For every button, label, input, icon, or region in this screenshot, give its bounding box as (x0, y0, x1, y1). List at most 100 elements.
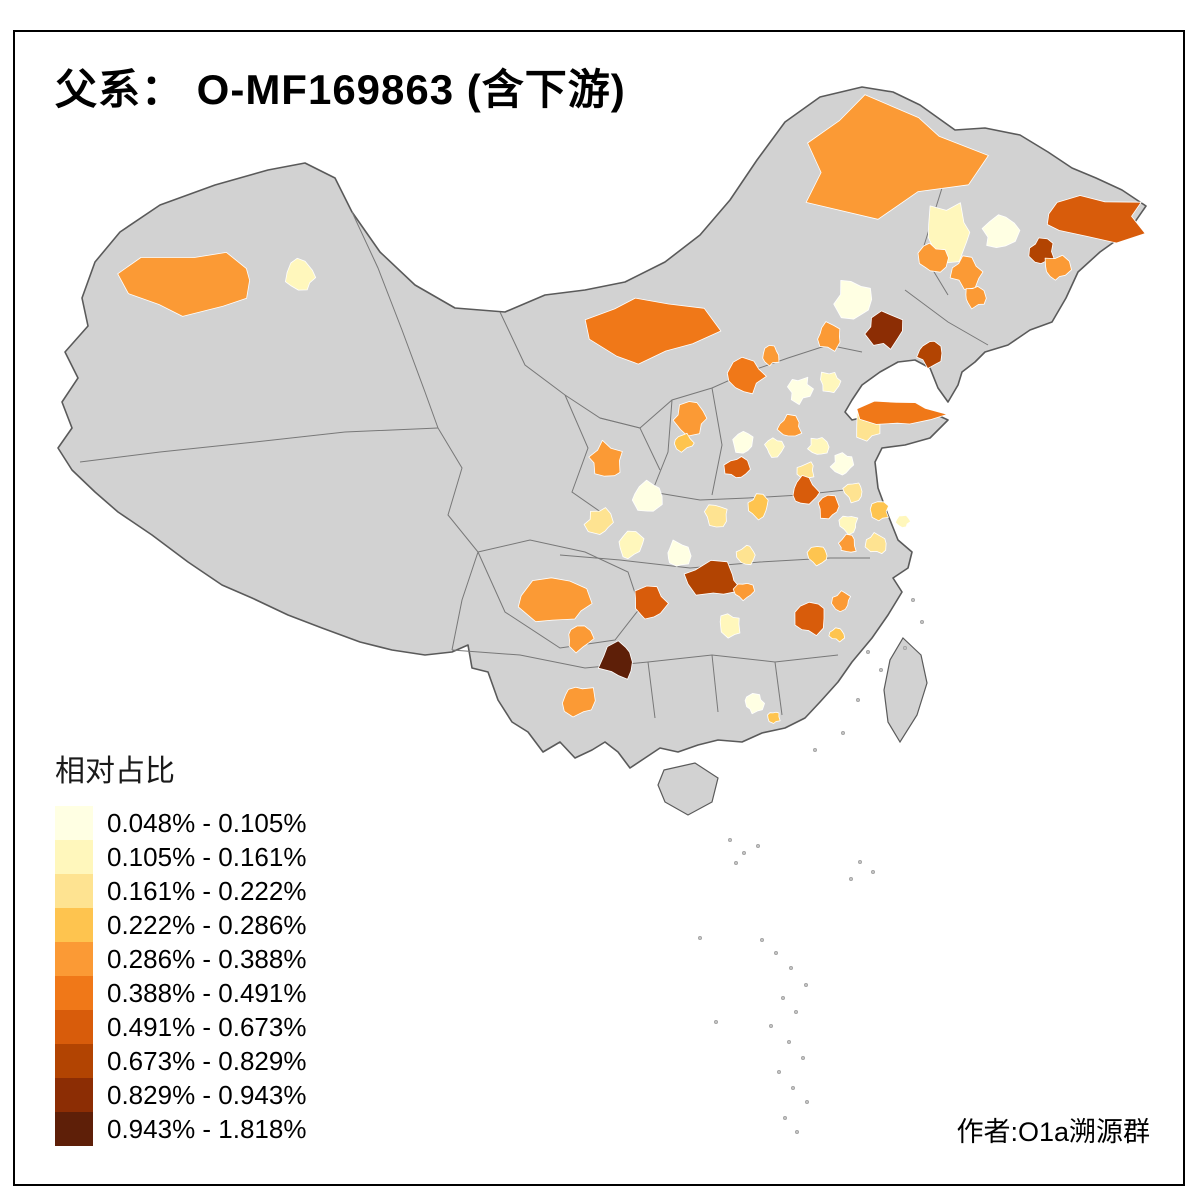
map-region (285, 257, 317, 291)
map-region (949, 255, 984, 290)
legend-item: 0.829% - 0.943% (55, 1078, 306, 1112)
map-region (1046, 195, 1146, 244)
map-region (762, 345, 780, 367)
map-region (831, 590, 851, 613)
map-region (667, 539, 692, 567)
province-border (647, 661, 656, 719)
map-region (981, 214, 1021, 248)
small-island-dot (803, 982, 809, 988)
map-region (735, 544, 756, 566)
map-region (917, 242, 949, 273)
map-region (894, 514, 912, 529)
legend-swatch (55, 1112, 93, 1146)
legend-label: 0.673% - 0.829% (107, 1046, 307, 1076)
map-region (965, 286, 987, 310)
map-region (588, 439, 623, 477)
legend-item: 0.222% - 0.286% (55, 908, 306, 942)
map-region (732, 583, 755, 602)
small-island-dot (697, 935, 703, 941)
map-region (927, 202, 971, 264)
map-region (864, 532, 887, 554)
small-island-dot (794, 1129, 800, 1135)
province-border (599, 417, 661, 471)
legend-swatch (55, 840, 93, 874)
legend-swatch (55, 874, 93, 908)
legend-item: 0.105% - 0.161% (55, 840, 306, 874)
island-hainan (657, 762, 719, 816)
legend-swatch (55, 908, 93, 942)
small-island-dot (800, 1055, 806, 1061)
province-border (564, 394, 606, 516)
small-island-dot (848, 876, 854, 882)
map-region (764, 437, 785, 458)
map-title: 父系： O-MF169863 (含下游) (55, 66, 626, 113)
small-island-dot (782, 1115, 788, 1121)
map-region (916, 340, 943, 369)
legend-label: 0.829% - 0.943% (107, 1080, 307, 1110)
map-region (631, 479, 663, 512)
small-island-dot (755, 843, 761, 849)
map-region (829, 452, 855, 476)
map-region (634, 585, 669, 620)
legend-item: 0.048% - 0.105% (55, 806, 306, 840)
map-region (807, 437, 830, 455)
map-region (869, 501, 889, 522)
map-region (817, 321, 841, 352)
small-island-dot (741, 850, 747, 856)
legend-title: 相对占比 (55, 755, 175, 788)
province-border (711, 654, 719, 713)
small-island-dot (910, 597, 916, 603)
legend-label: 0.286% - 0.388% (107, 944, 307, 974)
small-island-dot (870, 869, 876, 875)
small-island-dot (776, 1069, 782, 1075)
legend-item: 0.286% - 0.388% (55, 942, 306, 976)
legend-item: 0.388% - 0.491% (55, 976, 306, 1010)
map-region (817, 494, 840, 520)
small-island-dot (780, 995, 786, 1001)
map-region (723, 456, 751, 479)
map-region (767, 711, 781, 724)
map-region (618, 530, 645, 560)
map-region (856, 400, 948, 425)
legend-swatch (55, 942, 93, 976)
attribution-text: 作者:O1a溯源群 (956, 1117, 1150, 1147)
small-island-dot (727, 837, 733, 843)
small-island-dot (840, 730, 846, 736)
small-island-dot (733, 860, 739, 866)
small-island-dot (786, 1039, 792, 1045)
small-island-dot (790, 1085, 796, 1091)
mainland (57, 86, 1147, 769)
map-region (674, 432, 695, 453)
province-border (79, 427, 439, 463)
map-region (732, 430, 754, 454)
legend-swatch (55, 1044, 93, 1078)
legend-items: 0.048% - 0.105% 0.105% - 0.161% 0.161% - 0… (55, 806, 306, 1146)
small-island-dot (793, 1009, 799, 1015)
legend-item: 0.491% - 0.673% (55, 1010, 306, 1044)
small-island-dot (878, 667, 884, 673)
map-region (726, 356, 767, 395)
legend-label: 0.161% - 0.222% (107, 876, 307, 906)
legend-swatch (55, 976, 93, 1010)
map-region (833, 280, 873, 320)
small-island-dot (902, 645, 908, 651)
small-island-dot (773, 950, 779, 956)
map-region (806, 546, 828, 567)
map-region (117, 252, 250, 317)
legend-label: 0.491% - 0.673% (107, 1012, 307, 1042)
legend: 相对占比 0.048% - 0.105% 0.105% - 0.161% 0.161… (55, 746, 306, 1146)
province-border (711, 387, 723, 496)
small-island-dot (713, 1019, 719, 1025)
map-region (704, 504, 728, 528)
province-border (651, 399, 673, 493)
map-region (794, 601, 825, 636)
legend-item: 0.161% - 0.222% (55, 874, 306, 908)
map-region (747, 493, 769, 521)
map-region (864, 310, 904, 350)
legend-label: 0.388% - 0.491% (107, 978, 307, 1008)
small-island-dot (919, 619, 925, 625)
province-border (774, 661, 783, 716)
small-island-dot (855, 697, 861, 703)
legend-swatch (55, 1078, 93, 1112)
map-region (1044, 254, 1072, 281)
